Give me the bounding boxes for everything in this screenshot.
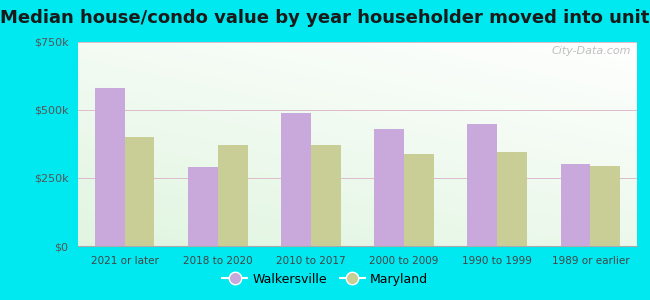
Bar [497,152,527,246]
Legend: Walkersville, Maryland: Walkersville, Maryland [217,268,433,291]
Bar [404,154,434,246]
Text: Median house/condo value by year householder moved into unit: Median house/condo value by year househo… [0,9,650,27]
Bar [374,129,404,246]
Bar [560,164,590,246]
Bar [281,113,311,246]
Bar [125,137,155,246]
Bar [311,146,341,246]
Bar [95,88,125,246]
Text: City-Data.com: City-Data.com [552,46,631,56]
Bar [467,124,497,246]
Bar [590,166,620,246]
Bar [188,167,218,246]
Bar [218,146,248,246]
